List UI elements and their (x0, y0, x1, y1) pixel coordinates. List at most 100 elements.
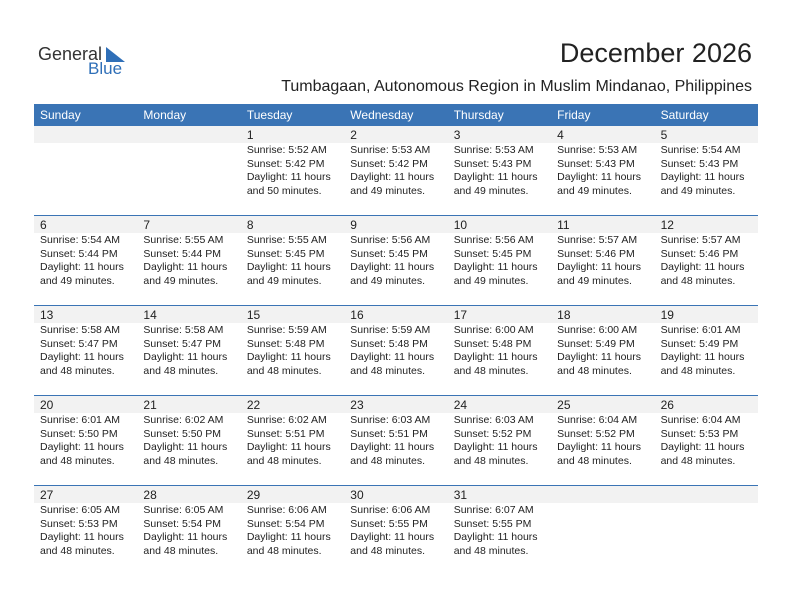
day-number: 8 (246, 218, 254, 232)
row-border (34, 305, 758, 306)
day-number: 30 (350, 488, 364, 502)
day-info: Sunrise: 6:06 AM (350, 504, 431, 516)
day-info: Daylight: 11 hours (557, 171, 641, 183)
day-info: Sunset: 5:46 PM (660, 247, 739, 260)
day-info: Sunrise: 6:05 AM (143, 504, 224, 516)
day-info: and 49 minutes. (350, 184, 425, 197)
logo-text: General (38, 44, 103, 64)
day-info: Sunset: 5:53 PM (40, 517, 118, 530)
day-info: and 49 minutes. (453, 184, 529, 197)
day-number-band (34, 216, 758, 233)
day-number: 19 (660, 308, 674, 322)
day-info: Daylight: 11 hours (660, 261, 745, 273)
day-number: 18 (557, 308, 571, 322)
day-info: Daylight: 11 hours (143, 351, 228, 363)
day-info: and 48 minutes. (40, 544, 115, 557)
day-info: and 48 minutes. (660, 454, 736, 467)
day-info: Daylight: 11 hours (143, 441, 228, 453)
day-info: Daylight: 11 hours (350, 261, 435, 273)
day-number: 14 (143, 308, 157, 322)
day-info: Sunrise: 5:57 AM (557, 234, 638, 246)
day-info: Daylight: 11 hours (246, 531, 331, 543)
day-info: and 48 minutes. (246, 364, 322, 377)
day-info: and 48 minutes. (350, 454, 425, 467)
day-number: 23 (350, 398, 364, 412)
day-number: 26 (660, 398, 674, 412)
day-info: and 49 minutes. (350, 274, 425, 287)
day-info: and 49 minutes. (453, 274, 529, 287)
day-number: 31 (453, 488, 468, 502)
day-info: Daylight: 11 hours (557, 351, 641, 363)
day-info: Daylight: 11 hours (246, 261, 331, 273)
day-info: Sunrise: 5:53 AM (350, 144, 431, 156)
day-info: Sunset: 5:43 PM (660, 157, 739, 170)
day-info: Sunrise: 6:03 AM (350, 414, 431, 426)
day-info: and 48 minutes. (350, 544, 425, 557)
day-number: 28 (143, 488, 157, 502)
day-number: 5 (660, 128, 668, 142)
day-info: Sunset: 5:55 PM (453, 517, 532, 530)
day-info: Sunset: 5:44 PM (40, 247, 118, 260)
day-info: Daylight: 11 hours (557, 261, 641, 273)
day-number: 10 (453, 218, 468, 232)
weekday-label: Friday (557, 108, 591, 122)
day-info: Sunset: 5:44 PM (143, 247, 222, 260)
weekday-label: Monday (143, 108, 187, 122)
weekday-header-bar (34, 104, 758, 125)
day-number: 17 (453, 308, 468, 322)
day-info: Daylight: 11 hours (143, 261, 228, 273)
day-info: and 48 minutes. (453, 364, 529, 377)
day-info: Daylight: 11 hours (40, 531, 124, 543)
day-info: Sunrise: 5:52 AM (246, 144, 327, 156)
day-info: Sunrise: 5:55 AM (143, 234, 224, 246)
day-info: Daylight: 11 hours (453, 171, 538, 183)
day-info: Sunrise: 6:07 AM (453, 504, 534, 516)
day-info: Sunrise: 6:02 AM (143, 414, 224, 426)
logo-text: Blue (88, 59, 123, 78)
day-number: 2 (350, 128, 357, 142)
day-info: Daylight: 11 hours (350, 441, 435, 453)
day-info: Sunrise: 6:05 AM (40, 504, 120, 516)
day-info: Daylight: 11 hours (660, 171, 745, 183)
logo-icon (106, 47, 125, 62)
day-number: 16 (350, 308, 364, 322)
day-number: 11 (557, 218, 570, 232)
row-border (34, 395, 758, 396)
day-info: Sunset: 5:45 PM (453, 247, 532, 260)
day-number: 22 (246, 398, 261, 412)
day-info: Sunrise: 5:59 AM (246, 324, 327, 336)
day-info: Daylight: 11 hours (40, 351, 124, 363)
day-number: 13 (40, 308, 54, 322)
day-number: 15 (246, 308, 261, 322)
day-info: Sunrise: 5:54 AM (40, 234, 120, 246)
day-info: Daylight: 11 hours (40, 261, 124, 273)
day-info: Sunrise: 5:59 AM (350, 324, 431, 336)
day-info: Daylight: 11 hours (246, 351, 331, 363)
day-info: Sunrise: 5:53 AM (557, 144, 638, 156)
day-info: Daylight: 11 hours (660, 441, 745, 453)
day-info: Sunset: 5:49 PM (660, 337, 739, 350)
weekday-label: Wednesday (350, 108, 414, 122)
day-info: Sunset: 5:47 PM (143, 337, 222, 350)
day-info: and 48 minutes. (453, 544, 529, 557)
row-border (34, 485, 758, 486)
day-info: and 48 minutes. (40, 364, 115, 377)
day-info: Sunset: 5:50 PM (143, 427, 222, 440)
day-info: Daylight: 11 hours (453, 441, 538, 453)
day-info: Sunset: 5:49 PM (557, 337, 635, 350)
day-info: Sunrise: 6:01 AM (660, 324, 741, 336)
day-info: Sunset: 5:48 PM (246, 337, 325, 350)
day-info: Daylight: 11 hours (350, 171, 435, 183)
day-info: Sunset: 5:55 PM (350, 517, 428, 530)
weekday-label: Sunday (40, 108, 81, 122)
weekday-label: Saturday (660, 108, 709, 122)
day-info: Sunrise: 5:58 AM (40, 324, 120, 336)
day-number: 7 (143, 218, 151, 232)
day-number: 27 (40, 488, 54, 502)
day-number: 3 (453, 128, 461, 142)
day-number: 25 (557, 398, 571, 412)
day-info: Sunrise: 6:00 AM (453, 324, 534, 336)
day-number-band (34, 396, 758, 413)
day-info: Sunrise: 6:03 AM (453, 414, 534, 426)
